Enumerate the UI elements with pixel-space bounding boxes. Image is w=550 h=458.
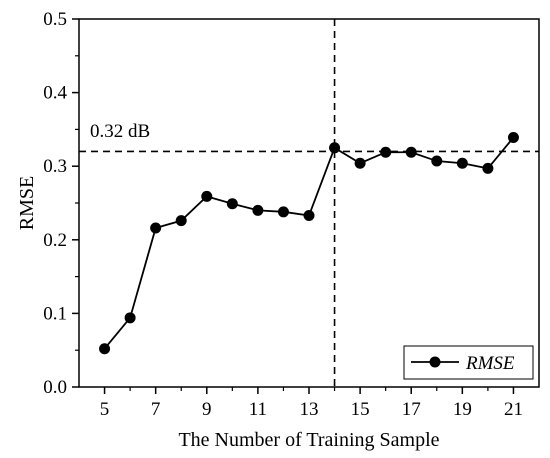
data-point: [482, 162, 494, 174]
reference-lines: [79, 19, 539, 387]
data-point: [252, 204, 264, 216]
y-tick-label: 0.4: [43, 83, 67, 104]
x-tick-label: 21: [504, 399, 523, 420]
data-point: [150, 222, 162, 234]
data-point: [303, 210, 315, 222]
axis-ticks: 5 7 9 11 13 15 17 19 21 0.0 0.1 0.2 0.3 0.4 0.5: [43, 9, 523, 420]
x-tick-label: 11: [249, 399, 267, 420]
plot-frame: [78, 18, 540, 388]
y-tick-label: 0.3: [43, 156, 67, 177]
data-point: [175, 215, 187, 227]
data-point: [99, 343, 111, 355]
y-tick-label: 0.1: [43, 303, 67, 324]
x-tick-label: 13: [300, 399, 319, 420]
x-tick-label: 9: [202, 399, 212, 420]
ref-line-label: 0.32 dB: [90, 121, 150, 142]
y-axis-title: RMSE: [16, 176, 38, 230]
legend-label: RMSE: [465, 353, 515, 374]
series-line: [103, 136, 515, 350]
data-point: [329, 142, 341, 154]
data-point: [431, 155, 443, 167]
series-rmse: [99, 131, 519, 355]
data-point: [277, 206, 289, 218]
x-tick-label: 19: [453, 399, 472, 420]
y-tick-label: 0.0: [43, 377, 67, 398]
x-tick-label: 17: [402, 399, 421, 420]
y-tick-label: 0.2: [43, 230, 67, 251]
x-axis-title: The Number of Training Sample: [178, 429, 439, 451]
data-point: [507, 131, 519, 143]
data-point: [380, 146, 392, 158]
data-point: [201, 190, 213, 202]
data-point: [226, 198, 238, 210]
data-point: [456, 157, 468, 169]
legend: RMSE: [403, 345, 534, 380]
legend-marker: [429, 356, 441, 368]
x-tick-label: 5: [100, 399, 110, 420]
x-tick-label: 15: [351, 399, 370, 420]
x-tick-label: 7: [151, 399, 161, 420]
data-point: [405, 146, 417, 158]
data-point: [124, 312, 136, 324]
y-tick-label: 0.5: [43, 9, 67, 30]
data-point: [354, 157, 366, 169]
